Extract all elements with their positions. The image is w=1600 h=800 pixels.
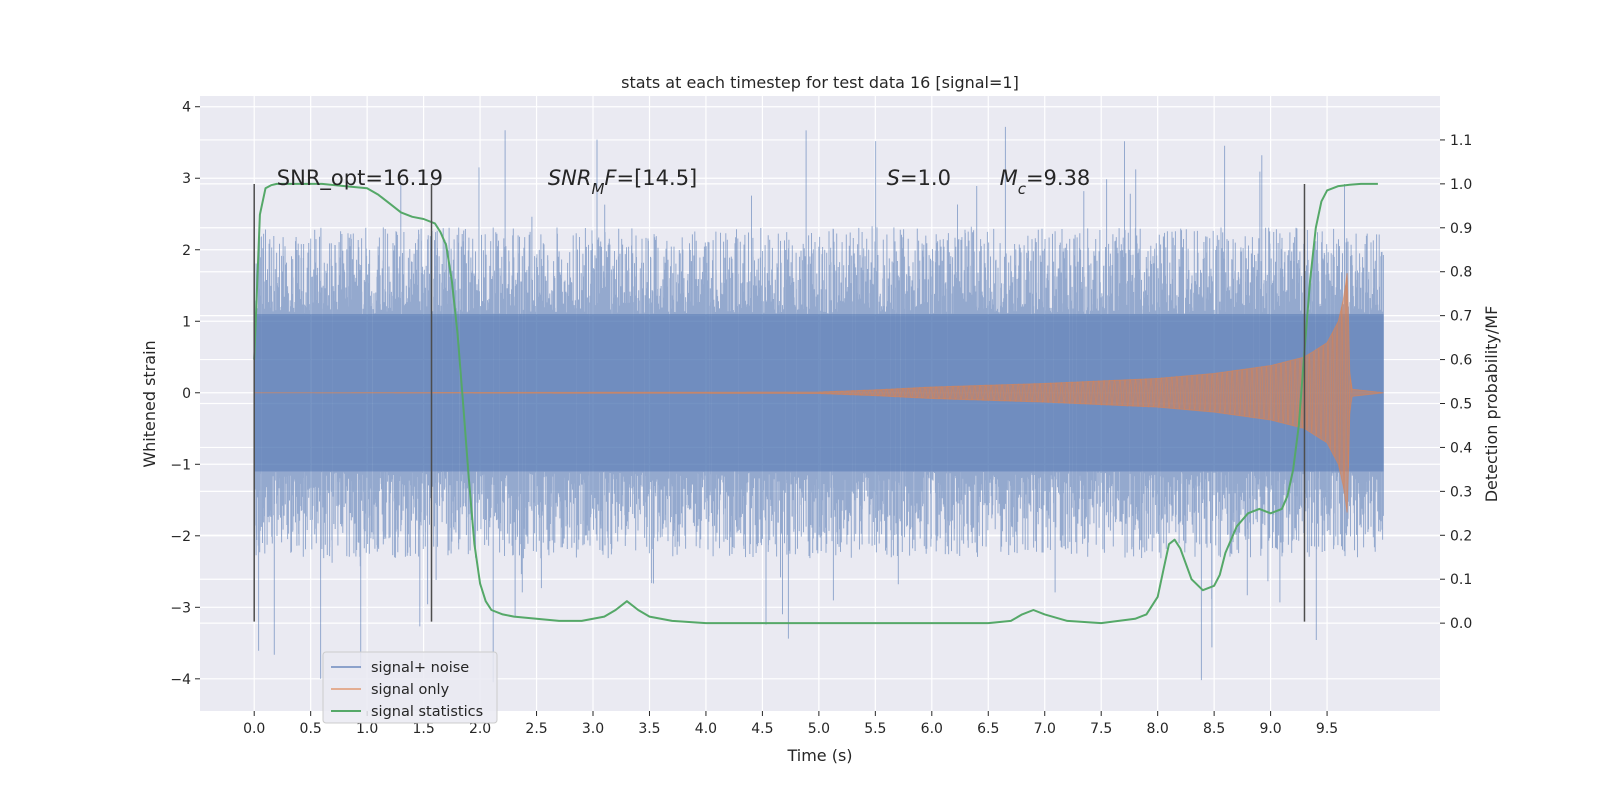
y-left-tick-label-1: 3 bbox=[182, 171, 191, 187]
series-layer bbox=[253, 126, 1384, 683]
x-tick-label-3: 1.5 bbox=[412, 721, 434, 737]
left-axis-ticks: 4 3 2 1 0 −1 −2 −3 −4 bbox=[170, 100, 200, 688]
x-tick-label-5: 2.5 bbox=[525, 721, 547, 737]
x-tick-label-15: 7.5 bbox=[1090, 721, 1112, 737]
x-tick-label-16: 8.0 bbox=[1147, 721, 1169, 737]
x-axis-ticks: 0.0 0.5 1.0 1.5 2.0 2.5 3.0 3.5 4.0 4.5 5.0 5.5 6.0 6… bbox=[243, 711, 1338, 737]
x-tick-label-10: 5.0 bbox=[808, 721, 830, 737]
x-tick-label-8: 4.0 bbox=[695, 721, 717, 737]
y-axis-left-label: Whitened strain bbox=[140, 340, 159, 467]
x-tick-label-4: 2.0 bbox=[469, 721, 491, 737]
y-right-tick-label-4: 0.7 bbox=[1450, 309, 1472, 325]
series-signal-statistics bbox=[253, 182, 1378, 625]
annotations: SNR_opt=16.19 SNRMF=[14.5] S=1.0 Mc=9.38 bbox=[277, 166, 1091, 198]
annotation-2: S=1.0 bbox=[887, 166, 951, 190]
y-left-tick-label-8: −4 bbox=[170, 672, 191, 688]
chart-title: stats at each timestep for test data 16 … bbox=[621, 73, 1019, 92]
legend-box bbox=[322, 651, 498, 724]
y-left-tick-label-5: −1 bbox=[170, 457, 191, 473]
x-tick-label-2: 1.0 bbox=[356, 721, 378, 737]
chirp-envelope bbox=[254, 273, 1384, 513]
x-tick-label-9: 4.5 bbox=[751, 721, 773, 737]
y-left-tick-label-2: 2 bbox=[182, 243, 191, 259]
y-left-tick-label-0: 4 bbox=[182, 100, 191, 116]
y-right-tick-label-9: 0.2 bbox=[1450, 528, 1472, 544]
y-right-tick-label-3: 0.8 bbox=[1450, 265, 1472, 281]
annotation-3: Mc=9.38 bbox=[1000, 166, 1091, 198]
chirp-oscillation bbox=[818, 280, 1353, 489]
x-tick-label-19: 9.5 bbox=[1316, 721, 1338, 737]
x-tick-label-12: 6.0 bbox=[921, 721, 943, 737]
y-left-tick-label-4: 0 bbox=[182, 386, 191, 402]
y-axis-right-label: Detection probability/MF bbox=[1482, 306, 1501, 503]
y-left-tick-label-3: 1 bbox=[182, 314, 191, 330]
legend-label-1: signal only bbox=[371, 682, 450, 698]
series-signal-only bbox=[254, 273, 1384, 513]
x-tick-label-14: 7.0 bbox=[1034, 721, 1056, 737]
x-tick-label-0: 0.0 bbox=[243, 721, 265, 737]
y-right-tick-label-11: 0.0 bbox=[1450, 616, 1472, 632]
annotation-0: SNR_opt=16.19 bbox=[277, 166, 443, 191]
x-tick-label-1: 0.5 bbox=[300, 721, 322, 737]
legend-label-2: signal statistics bbox=[371, 704, 483, 720]
y-right-tick-label-10: 0.1 bbox=[1450, 572, 1472, 588]
x-tick-label-13: 6.5 bbox=[977, 721, 999, 737]
x-tick-label-6: 3.0 bbox=[582, 721, 604, 737]
vertical-markers bbox=[253, 183, 1306, 622]
y-right-tick-label-6: 0.5 bbox=[1450, 397, 1472, 413]
y-left-tick-label-7: −3 bbox=[170, 600, 191, 616]
y-right-tick-label-8: 0.3 bbox=[1450, 484, 1472, 500]
y-right-tick-label-1: 1.0 bbox=[1450, 177, 1472, 193]
x-tick-label-18: 9.0 bbox=[1259, 721, 1281, 737]
x-tick-label-7: 3.5 bbox=[638, 721, 660, 737]
y-right-tick-label-2: 0.9 bbox=[1450, 221, 1472, 237]
y-right-tick-label-0: 1.1 bbox=[1450, 133, 1472, 149]
y-left-tick-label-6: −2 bbox=[170, 529, 191, 545]
x-axis-label: Time (s) bbox=[786, 746, 852, 765]
statistics-line bbox=[253, 182, 1378, 625]
right-axis-ticks: 1.1 1.0 0.9 0.8 0.7 0.6 0.5 0.4 0.3 0.2 0.1 0.0 bbox=[1440, 133, 1472, 632]
x-tick-label-11: 5.5 bbox=[864, 721, 886, 737]
annotation-1: SNRMF=[14.5] bbox=[548, 166, 697, 198]
y-right-tick-label-5: 0.6 bbox=[1450, 353, 1472, 369]
y-right-tick-label-7: 0.4 bbox=[1450, 440, 1472, 456]
x-tick-label-17: 8.5 bbox=[1203, 721, 1225, 737]
legend: signal+ noise signal only signal statistic… bbox=[322, 651, 498, 724]
legend-label-0: signal+ noise bbox=[371, 660, 469, 676]
